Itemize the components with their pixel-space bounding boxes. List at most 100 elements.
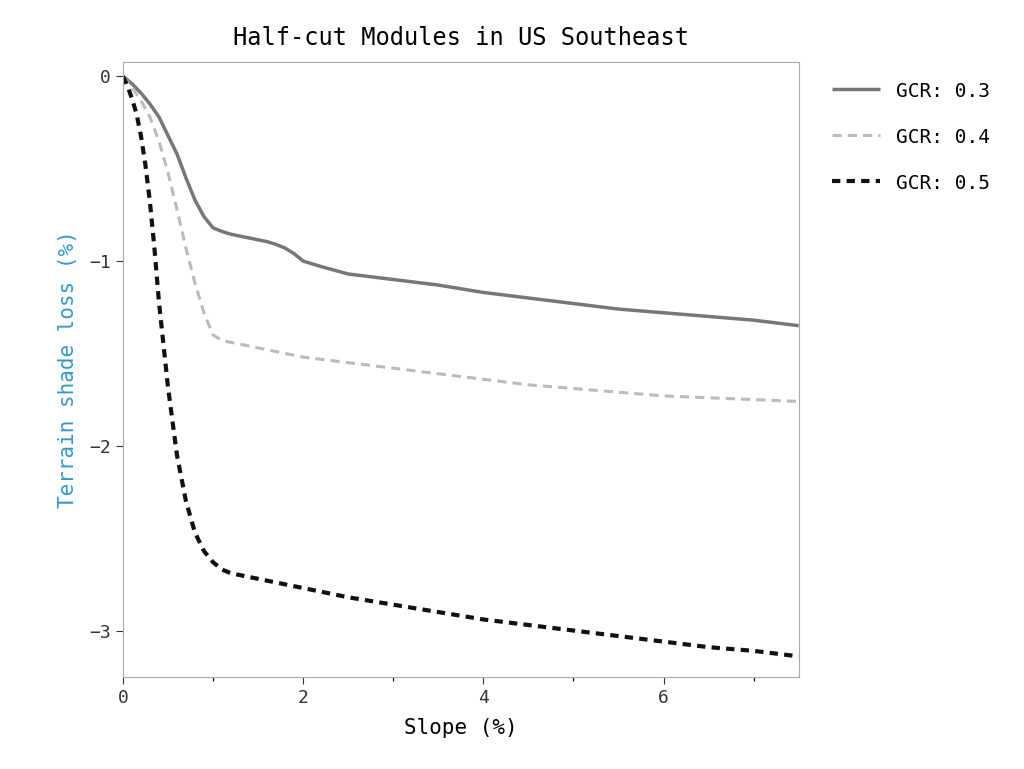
- GCR: 0.5: (2.2, -2.79): 0.5: (2.2, -2.79): [315, 587, 328, 596]
- GCR: 0.5: (0, 0): 0.5: (0, 0): [117, 72, 129, 81]
- GCR: 0.4: (3, -1.58): 0.4: (3, -1.58): [387, 364, 399, 373]
- GCR: 0.3: (0.8, -0.67): 0.3: (0.8, -0.67): [188, 195, 201, 205]
- GCR: 0.4: (5.5, -1.71): 0.4: (5.5, -1.71): [612, 388, 625, 397]
- GCR: 0.3: (0, 0): 0.3: (0, 0): [117, 72, 129, 81]
- GCR: 0.5: (0.5, -1.68): 0.5: (0.5, -1.68): [162, 382, 174, 391]
- GCR: 0.4: (2, -1.52): 0.4: (2, -1.52): [297, 352, 309, 361]
- GCR: 0.4: (0.6, -0.72): 0.4: (0.6, -0.72): [171, 205, 183, 214]
- GCR: 0.5: (1.6, -2.73): 0.5: (1.6, -2.73): [261, 576, 273, 585]
- GCR: 0.5: (1.5, -2.72): 0.5: (1.5, -2.72): [252, 574, 264, 584]
- GCR: 0.4: (4.5, -1.67): 0.4: (4.5, -1.67): [522, 380, 535, 389]
- GCR: 0.3: (0.6, -0.42): 0.3: (0.6, -0.42): [171, 149, 183, 158]
- GCR: 0.3: (7, -1.32): 0.3: (7, -1.32): [748, 315, 760, 325]
- X-axis label: Slope (%): Slope (%): [404, 717, 517, 737]
- GCR: 0.4: (1.3, -1.45): 0.4: (1.3, -1.45): [233, 340, 246, 349]
- GCR: 0.5: (1.9, -2.76): 0.5: (1.9, -2.76): [288, 581, 300, 591]
- GCR: 0.4: (1.2, -1.44): 0.4: (1.2, -1.44): [225, 338, 238, 347]
- GCR: 0.3: (0.2, -0.09): 0.3: (0.2, -0.09): [135, 88, 147, 98]
- Y-axis label: Terrain shade loss (%): Terrain shade loss (%): [58, 230, 78, 508]
- GCR: 0.3: (3, -1.1): 0.3: (3, -1.1): [387, 275, 399, 284]
- GCR: 0.3: (6, -1.28): 0.3: (6, -1.28): [657, 308, 670, 318]
- GCR: 0.4: (0.1, -0.06): 0.4: (0.1, -0.06): [126, 83, 138, 92]
- GCR: 0.5: (0.7, -2.3): 0.5: (0.7, -2.3): [180, 497, 193, 506]
- GCR: 0.3: (1.1, -0.84): 0.3: (1.1, -0.84): [216, 227, 228, 236]
- GCR: 0.4: (0.5, -0.52): 0.4: (0.5, -0.52): [162, 168, 174, 177]
- GCR: 0.5: (4, -2.94): 0.5: (4, -2.94): [477, 615, 489, 624]
- GCR: 0.5: (1, -2.63): 0.5: (1, -2.63): [207, 558, 219, 567]
- GCR: 0.5: (5, -3): 0.5: (5, -3): [567, 626, 580, 635]
- Line: GCR: 0.4: GCR: 0.4: [123, 76, 799, 401]
- GCR: 0.5: (3, -2.86): 0.5: (3, -2.86): [387, 600, 399, 609]
- GCR: 0.5: (0.4, -1.22): 0.5: (0.4, -1.22): [153, 297, 165, 306]
- GCR: 0.5: (1.3, -2.7): 0.5: (1.3, -2.7): [233, 571, 246, 580]
- GCR: 0.3: (0.1, -0.04): 0.3: (0.1, -0.04): [126, 79, 138, 88]
- GCR: 0.4: (1.1, -1.43): 0.4: (1.1, -1.43): [216, 336, 228, 345]
- GCR: 0.3: (0.9, -0.76): 0.3: (0.9, -0.76): [198, 212, 210, 221]
- GCR: 0.4: (1.5, -1.47): 0.4: (1.5, -1.47): [252, 343, 264, 352]
- GCR: 0.5: (1.8, -2.75): 0.5: (1.8, -2.75): [279, 580, 291, 589]
- GCR: 0.5: (0.25, -0.48): 0.5: (0.25, -0.48): [139, 161, 152, 170]
- GCR: 0.3: (3.5, -1.13): 0.3: (3.5, -1.13): [432, 281, 444, 290]
- GCR: 0.3: (1.4, -0.875): 0.3: (1.4, -0.875): [243, 233, 255, 242]
- GCR: 0.3: (4.5, -1.2): 0.3: (4.5, -1.2): [522, 294, 535, 303]
- Line: GCR: 0.3: GCR: 0.3: [123, 76, 799, 326]
- GCR: 0.5: (2.5, -2.82): 0.5: (2.5, -2.82): [342, 593, 354, 602]
- GCR: 0.3: (1.3, -0.865): 0.3: (1.3, -0.865): [233, 231, 246, 241]
- GCR: 0.5: (0.8, -2.47): 0.5: (0.8, -2.47): [188, 528, 201, 538]
- GCR: 0.4: (5, -1.69): 0.4: (5, -1.69): [567, 384, 580, 393]
- Line: GCR: 0.5: GCR: 0.5: [123, 76, 799, 657]
- GCR: 0.4: (0.9, -1.28): 0.4: (0.9, -1.28): [198, 308, 210, 318]
- GCR: 0.4: (1.7, -1.49): 0.4: (1.7, -1.49): [270, 347, 283, 356]
- GCR: 0.4: (0.2, -0.13): 0.4: (0.2, -0.13): [135, 95, 147, 105]
- GCR: 0.5: (3.5, -2.9): 0.5: (3.5, -2.9): [432, 608, 444, 617]
- GCR: 0.4: (0.7, -0.93): 0.4: (0.7, -0.93): [180, 244, 193, 253]
- GCR: 0.5: (1.4, -2.71): 0.5: (1.4, -2.71): [243, 572, 255, 581]
- GCR: 0.5: (7, -3.11): 0.5: (7, -3.11): [748, 646, 760, 655]
- GCR: 0.5: (0.2, -0.32): 0.5: (0.2, -0.32): [135, 131, 147, 140]
- GCR: 0.3: (2.2, -1.03): 0.3: (2.2, -1.03): [315, 262, 328, 271]
- GCR: 0.3: (7.5, -1.35): 0.3: (7.5, -1.35): [793, 321, 805, 331]
- GCR: 0.5: (1.1, -2.67): 0.5: (1.1, -2.67): [216, 565, 228, 574]
- GCR: 0.3: (0.3, -0.15): 0.3: (0.3, -0.15): [143, 99, 156, 108]
- GCR: 0.4: (6, -1.73): 0.4: (6, -1.73): [657, 391, 670, 401]
- GCR: 0.3: (2.5, -1.07): 0.3: (2.5, -1.07): [342, 269, 354, 278]
- GCR: 0.5: (2, -2.77): 0.5: (2, -2.77): [297, 584, 309, 593]
- GCR: 0.3: (5.5, -1.26): 0.3: (5.5, -1.26): [612, 305, 625, 314]
- GCR: 0.5: (4.5, -2.97): 0.5: (4.5, -2.97): [522, 621, 535, 630]
- GCR: 0.5: (5.5, -3.03): 0.5: (5.5, -3.03): [612, 631, 625, 641]
- GCR: 0.3: (1.7, -0.91): 0.3: (1.7, -0.91): [270, 240, 283, 249]
- GCR: 0.4: (3.5, -1.61): 0.4: (3.5, -1.61): [432, 369, 444, 378]
- GCR: 0.5: (0.05, -0.05): 0.5: (0.05, -0.05): [121, 81, 133, 90]
- GCR: 0.5: (6, -3.06): 0.5: (6, -3.06): [657, 637, 670, 646]
- GCR: 0.3: (1.9, -0.96): 0.3: (1.9, -0.96): [288, 249, 300, 258]
- GCR: 0.3: (4, -1.17): 0.3: (4, -1.17): [477, 288, 489, 297]
- GCR: 0.3: (1.2, -0.855): 0.3: (1.2, -0.855): [225, 230, 238, 239]
- GCR: 0.3: (0.5, -0.32): 0.3: (0.5, -0.32): [162, 131, 174, 140]
- GCR: 0.5: (0.6, -2.05): 0.5: (0.6, -2.05): [171, 451, 183, 460]
- GCR: 0.3: (1, -0.82): 0.3: (1, -0.82): [207, 223, 219, 232]
- GCR: 0.3: (0.7, -0.55): 0.3: (0.7, -0.55): [180, 173, 193, 182]
- GCR: 0.4: (0, 0): 0.4: (0, 0): [117, 72, 129, 81]
- GCR: 0.5: (0.1, -0.12): 0.5: (0.1, -0.12): [126, 94, 138, 103]
- GCR: 0.3: (1.8, -0.93): 0.3: (1.8, -0.93): [279, 244, 291, 253]
- GCR: 0.5: (1.7, -2.74): 0.5: (1.7, -2.74): [270, 578, 283, 587]
- GCR: 0.5: (0.9, -2.57): 0.5: (0.9, -2.57): [198, 547, 210, 556]
- GCR: 0.4: (1, -1.4): 0.4: (1, -1.4): [207, 331, 219, 340]
- GCR: 0.4: (1.6, -1.48): 0.4: (1.6, -1.48): [261, 345, 273, 355]
- GCR: 0.4: (6.5, -1.74): 0.4: (6.5, -1.74): [702, 393, 715, 402]
- GCR: 0.4: (1.8, -1.5): 0.4: (1.8, -1.5): [279, 349, 291, 358]
- GCR: 0.4: (0.3, -0.22): 0.4: (0.3, -0.22): [143, 112, 156, 122]
- GCR: 0.3: (1.5, -0.885): 0.3: (1.5, -0.885): [252, 235, 264, 245]
- GCR: 0.5: (7.5, -3.14): 0.5: (7.5, -3.14): [793, 652, 805, 661]
- GCR: 0.3: (5, -1.23): 0.3: (5, -1.23): [567, 299, 580, 308]
- GCR: 0.4: (0.4, -0.35): 0.4: (0.4, -0.35): [153, 136, 165, 145]
- GCR: 0.3: (2, -1): 0.3: (2, -1): [297, 256, 309, 265]
- GCR: 0.5: (1.2, -2.69): 0.5: (1.2, -2.69): [225, 568, 238, 578]
- Legend: GCR: 0.3, GCR: 0.4, GCR: 0.5: GCR: 0.3, GCR: 0.4, GCR: 0.5: [822, 72, 999, 203]
- GCR: 0.3: (0.4, -0.22): 0.3: (0.4, -0.22): [153, 112, 165, 122]
- GCR: 0.4: (4, -1.64): 0.4: (4, -1.64): [477, 375, 489, 384]
- GCR: 0.5: (0.15, -0.2): 0.5: (0.15, -0.2): [130, 108, 142, 118]
- GCR: 0.4: (2.5, -1.55): 0.4: (2.5, -1.55): [342, 358, 354, 368]
- GCR: 0.4: (7, -1.75): 0.4: (7, -1.75): [748, 395, 760, 404]
- GCR: 0.4: (1.4, -1.46): 0.4: (1.4, -1.46): [243, 341, 255, 351]
